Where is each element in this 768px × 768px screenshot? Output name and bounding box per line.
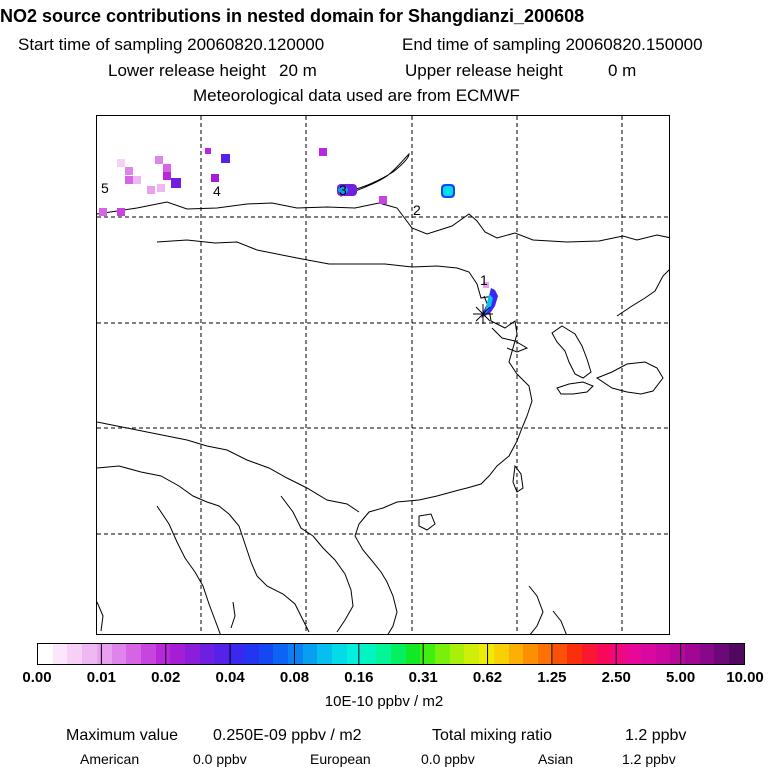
colorbar-cell	[170, 644, 186, 664]
colorbar-cell	[449, 644, 465, 664]
colorbar-cell	[479, 644, 494, 664]
region-label-5: 5	[101, 180, 109, 196]
colorbar-cell	[508, 644, 524, 664]
colorbar-tick: 0.00	[22, 669, 52, 686]
region-label-3: 3	[339, 182, 347, 198]
colorbar-cell	[420, 644, 435, 664]
colorbar-cell	[258, 644, 274, 664]
colorbar-cell	[729, 644, 744, 664]
colorbar-cell	[302, 644, 318, 664]
colorbar-tick-labels: 0.00 0.01 0.02 0.04 0.08 0.16 0.31 0.62 1.25 2.50…	[0, 669, 768, 689]
colorbar-tick: 0.16	[344, 669, 374, 686]
colorbar-cell	[214, 644, 230, 664]
colorbar-cell	[82, 644, 97, 664]
colorbar-cell	[185, 644, 200, 664]
colorbar-cell	[699, 644, 715, 664]
colorbar-cell	[155, 644, 171, 664]
colorbar-tick: 0.01	[86, 669, 116, 686]
colorbar-cell	[552, 644, 568, 664]
colorbar-cell	[52, 644, 68, 664]
colorbar-cell	[714, 644, 730, 664]
colorbar-tick: 0.02	[151, 669, 181, 686]
european-value: 0.0 ppbv	[421, 751, 475, 767]
colorbar-cell	[96, 644, 112, 664]
max-value: 0.250E-09 ppbv / m2	[213, 727, 362, 744]
colorbar-cell	[332, 644, 347, 664]
colorbar-tick: 0.31	[408, 669, 438, 686]
colorbar-cell	[670, 644, 685, 664]
colorbar-cell	[464, 644, 480, 664]
colorbar-cell	[361, 644, 377, 664]
colorbar-cell	[434, 644, 450, 664]
colorbar-tick: 1.25	[537, 669, 567, 686]
colorbar-cell	[596, 644, 612, 664]
colorbar-tick: 2.50	[601, 669, 631, 686]
colorbar-cell	[567, 644, 583, 664]
receptor-star	[473, 304, 493, 324]
max-value-label: Maximum value	[66, 727, 179, 744]
colorbar-cell	[611, 644, 627, 664]
asian-value: 1.2 ppbv	[622, 751, 676, 767]
colorbar-cell	[523, 644, 538, 664]
colorbar-cell	[376, 644, 391, 664]
upper-release-value: 0 m	[608, 61, 637, 80]
colorbar-cell	[229, 644, 244, 664]
map-panel: 1 2 3 4 5	[96, 115, 670, 635]
upper-release-label: Upper release height	[405, 61, 563, 80]
met-data-label: Meteorological data used are from ECMWF	[193, 86, 520, 105]
colorbar-cell	[493, 644, 509, 664]
map-canvas	[97, 116, 669, 634]
american-label: American	[80, 751, 140, 767]
colorbar-cell	[655, 644, 671, 664]
coastlines-borders	[97, 152, 669, 634]
colorbar-cell	[684, 644, 700, 664]
total-mixing-label: Total mixing ratio	[432, 727, 553, 744]
colorbar-tick: 10.00	[726, 669, 764, 686]
colorbar-cell	[317, 644, 333, 664]
colorbar-cell	[390, 644, 406, 664]
colorbar-cell	[111, 644, 127, 664]
colorbar-tick: 0.62	[472, 669, 503, 686]
colorbar-cell	[126, 644, 141, 664]
end-time: End time of sampling 20060820.150000	[402, 35, 703, 54]
colorbar-cell	[199, 644, 215, 664]
colorbar-cell	[38, 644, 53, 664]
colorbar-cell	[67, 644, 83, 664]
asian-label: Asian	[538, 751, 574, 767]
region-label-2: 2	[413, 202, 421, 218]
region-label-4: 4	[213, 183, 221, 199]
colorbar-tick: 0.08	[279, 669, 310, 686]
american-value: 0.0 ppbv	[193, 751, 247, 767]
european-label: European	[310, 751, 371, 767]
colorbar	[37, 643, 745, 665]
lower-release-label: Lower release height	[108, 61, 266, 80]
colorbar-cell	[140, 644, 156, 664]
grid-lines	[97, 116, 669, 634]
colorbar-unit: 10E-10 ppbv / m2	[324, 693, 444, 710]
colorbar-tick: 0.04	[215, 669, 245, 686]
colorbar-tick: 5.00	[666, 669, 696, 686]
colorbar-cell	[640, 644, 656, 664]
colorbar-cell	[287, 644, 303, 664]
colorbar-dividers	[100, 643, 682, 665]
colorbar-cell	[582, 644, 597, 664]
colorbar-cell	[626, 644, 641, 664]
map-title: NO2 source contributions in nested domai…	[0, 6, 585, 26]
contribution-plumes	[99, 148, 498, 318]
lower-release-value: 20 m	[279, 61, 317, 80]
total-mixing-value: 1.2 ppbv	[625, 727, 687, 744]
colorbar-cell	[273, 644, 288, 664]
start-time: Start time of sampling 20060820.120000	[18, 35, 325, 54]
colorbar-cell	[537, 644, 553, 664]
colorbar-cell	[346, 644, 362, 664]
region-label-1: 1	[480, 272, 488, 288]
colorbar-cell	[405, 644, 421, 664]
colorbar-cell	[243, 644, 259, 664]
